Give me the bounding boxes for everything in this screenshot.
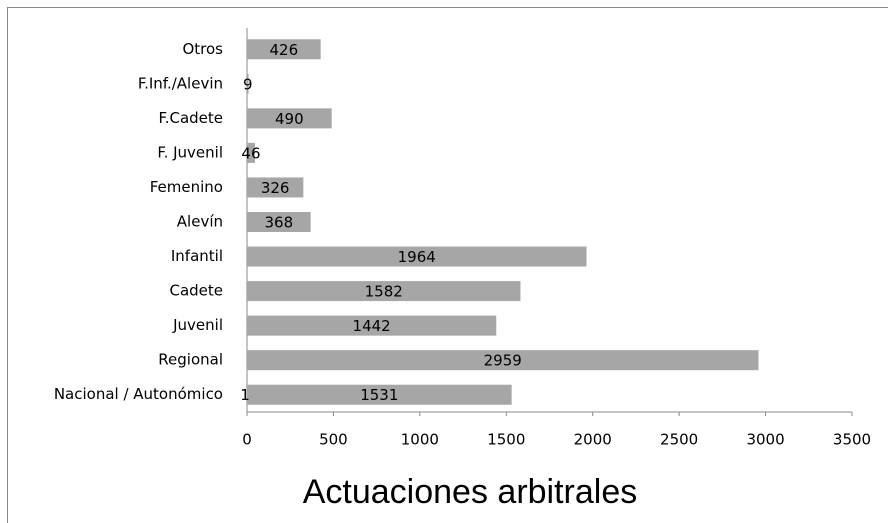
x-tick-label: 3000 (746, 431, 784, 449)
y-tick-label: Juvenil (172, 316, 223, 334)
data-label: 368 (264, 214, 293, 232)
x-tick-label: 0 (242, 431, 252, 449)
data-label: 1582 (365, 283, 403, 301)
x-tick-label: 1000 (401, 431, 439, 449)
chart-title: Actuaciones arbitrales (303, 473, 638, 511)
chart-frame (7, 7, 888, 523)
bar (247, 212, 311, 232)
bar (247, 177, 304, 198)
y-tick-label: Otros (182, 40, 223, 58)
data-label: 426 (269, 41, 298, 59)
y-tick-label: F. Juvenil (157, 143, 223, 161)
y-tick-label: F.Inf./Alevin (138, 74, 223, 92)
data-label: 46 (241, 144, 260, 162)
y-tick-label: F.Cadete (158, 109, 223, 127)
bar (247, 142, 255, 163)
y-tick-label: Alevín (177, 213, 223, 231)
data-label: 1442 (353, 317, 391, 335)
y-tick-label: Infantil (171, 247, 223, 265)
x-tick-label: 2000 (574, 431, 612, 449)
data-label: 2959 (484, 352, 522, 370)
data-label: 9 (243, 75, 253, 93)
bar (247, 73, 249, 94)
x-tick-label: 3500 (833, 431, 871, 449)
bar (247, 108, 332, 129)
y-tick-label: Femenino (150, 178, 223, 196)
data-label: 326 (261, 179, 290, 197)
x-tick-label: 1500 (487, 431, 525, 449)
bar (247, 246, 587, 267)
data-label: 490 (275, 110, 304, 128)
y-tick-label: Cadete (169, 282, 223, 300)
bar (247, 315, 497, 336)
y-tick-label: Regional (158, 351, 223, 369)
bar (247, 384, 512, 405)
bar (247, 39, 321, 60)
x-tick-label: 2500 (660, 431, 698, 449)
bar (247, 281, 521, 302)
x-tick-label: 500 (319, 431, 348, 449)
data-label: 1531 (360, 386, 398, 404)
y-tick-label: Nacional / Autonómico (54, 385, 223, 403)
bar (247, 350, 759, 371)
annotation: 1 (240, 386, 250, 404)
data-label: 1964 (398, 248, 436, 266)
